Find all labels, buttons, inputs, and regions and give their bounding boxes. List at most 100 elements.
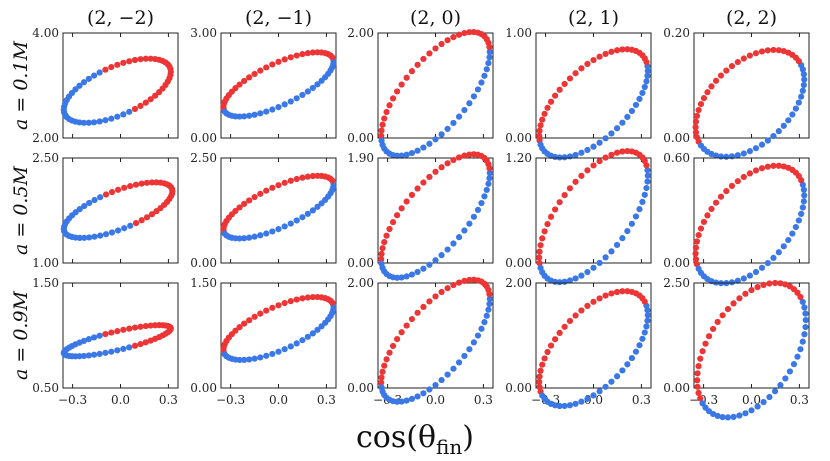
- data-point-red: [572, 312, 579, 319]
- data-point-red: [131, 56, 139, 64]
- x-tick-label: 0.0: [426, 393, 445, 407]
- data-point-blue: [257, 110, 264, 117]
- data-point-blue: [771, 388, 779, 395]
- data-point-blue: [444, 246, 451, 253]
- data-point-blue: [777, 382, 784, 389]
- data-point-blue: [330, 61, 337, 68]
- data-point-red: [613, 288, 621, 296]
- x-tick-label: 0.3: [790, 393, 809, 407]
- data-point-red: [770, 162, 777, 169]
- data-point-blue: [723, 153, 730, 160]
- data-point-blue: [736, 412, 743, 419]
- data-point-blue: [734, 152, 741, 159]
- x-tick-label: 0.0: [111, 393, 130, 407]
- data-point-blue: [712, 152, 720, 159]
- data-point-blue: [466, 220, 473, 227]
- data-point-blue: [800, 198, 807, 205]
- data-point-blue: [724, 414, 732, 421]
- data-point-red: [143, 214, 151, 221]
- data-point-red: [293, 296, 300, 303]
- data-point-blue: [780, 243, 787, 250]
- data-point-red: [263, 187, 270, 194]
- data-point-blue: [126, 344, 133, 351]
- data-point-blue: [330, 306, 337, 314]
- data-point-blue: [782, 375, 789, 382]
- y-tick-label: 0.00: [505, 381, 532, 395]
- data-point-red: [730, 300, 737, 307]
- data-point-blue: [85, 75, 92, 82]
- data-point-blue: [304, 210, 311, 217]
- data-point-blue: [644, 312, 651, 319]
- data-point-blue: [572, 151, 579, 159]
- panel-r1-c5: 0.00 0.20: [663, 26, 810, 160]
- data-point-red: [236, 81, 243, 88]
- data-point-blue: [426, 140, 433, 147]
- data-point-red: [269, 61, 276, 68]
- data-point-blue: [792, 223, 799, 231]
- data-point-blue: [414, 147, 421, 154]
- data-point-blue: [281, 223, 288, 230]
- panel-r2-c4: 0.00 1.20: [505, 147, 652, 286]
- data-point-blue: [432, 381, 439, 389]
- data-point-blue: [398, 398, 405, 405]
- data-point-red: [120, 59, 127, 66]
- data-point-red: [378, 379, 385, 386]
- data-point-red: [148, 211, 156, 218]
- data-point-red: [389, 342, 397, 350]
- data-point-red: [699, 348, 706, 355]
- data-point-blue: [241, 356, 248, 364]
- data-point-red: [444, 37, 451, 44]
- data-point-red: [608, 151, 615, 158]
- data-point-blue: [314, 81, 321, 88]
- y-tick-label: 1.20: [505, 151, 532, 165]
- data-point-red: [381, 115, 388, 122]
- data-point-red: [771, 279, 779, 287]
- data-point-blue: [81, 234, 88, 241]
- data-point-red: [602, 292, 609, 299]
- data-point-red: [450, 281, 457, 289]
- data-point-red: [536, 378, 543, 386]
- data-point-red: [281, 56, 288, 63]
- data-point-red: [775, 162, 782, 169]
- data-point-blue: [108, 115, 115, 122]
- data-point-red: [697, 395, 704, 402]
- x-axis-label-close: ): [462, 420, 474, 455]
- row-title-1: a = 0.1M: [10, 40, 32, 130]
- data-point-red: [386, 102, 393, 109]
- data-point-blue: [398, 274, 405, 281]
- data-point-blue: [590, 143, 597, 150]
- data-point-red: [584, 167, 591, 174]
- data-point-red: [132, 220, 140, 227]
- data-point-blue: [785, 236, 792, 244]
- data-point-red: [394, 212, 401, 219]
- data-point-red: [299, 295, 306, 302]
- data-point-red: [379, 368, 386, 375]
- data-point-red: [536, 254, 543, 261]
- data-point-red: [241, 320, 248, 327]
- y-tick-label: 1.00: [505, 26, 532, 40]
- data-point-red: [695, 363, 702, 370]
- data-point-blue: [394, 398, 401, 405]
- data-point-red: [723, 67, 730, 74]
- data-point-red: [269, 184, 276, 191]
- data-point-red: [572, 178, 579, 185]
- data-point-red: [299, 174, 306, 181]
- data-point-blue: [81, 202, 88, 210]
- data-point-red: [628, 148, 636, 155]
- y-tick-label: 2.50: [32, 151, 59, 165]
- data-point-red: [710, 325, 717, 333]
- data-point-red: [466, 29, 473, 36]
- data-point-red: [381, 239, 388, 246]
- panel-r3-c5: −0.3 0.0 0.3 0.00 2.50: [663, 276, 810, 421]
- data-point-red: [584, 60, 591, 68]
- data-point-red: [108, 188, 116, 196]
- panel-r2-c1: 1.00 2.50: [32, 151, 179, 270]
- data-point-blue: [314, 203, 321, 210]
- data-point-red: [383, 356, 390, 363]
- data-point-blue: [556, 402, 563, 410]
- data-point-red: [275, 302, 282, 309]
- data-point-red: [692, 250, 699, 257]
- x-tick-label: −0.3: [216, 393, 245, 407]
- y-tick-label: 0.00: [663, 131, 690, 145]
- data-point-blue: [780, 122, 787, 129]
